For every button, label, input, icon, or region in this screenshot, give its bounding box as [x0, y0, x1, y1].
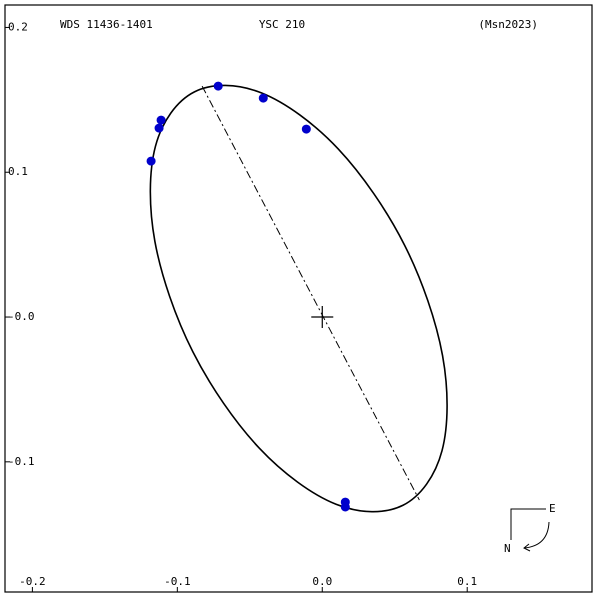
- compass-north: N: [504, 542, 511, 555]
- compass-axes: [510, 508, 546, 540]
- observation: [258, 93, 268, 103]
- line-of-nodes: [201, 85, 420, 501]
- y-tick-label: 0.2: [8, 20, 28, 33]
- reference: (Msn2023): [478, 18, 538, 31]
- chart-title: WDS 11436-1401: [60, 18, 153, 31]
- primary-star: [311, 306, 334, 329]
- observation: [213, 81, 223, 91]
- y-tick-label: -0.0: [8, 310, 35, 323]
- orbit-ellipse: [149, 84, 448, 513]
- y-tick-label: 0.1: [8, 165, 28, 178]
- observation: [146, 156, 156, 166]
- x-tick-label: -0.1: [164, 575, 191, 588]
- x-tick-label: 0.1: [457, 575, 477, 588]
- observation: [301, 124, 311, 134]
- plot-frame: [4, 4, 593, 593]
- x-tick-label: -0.2: [19, 575, 46, 588]
- compass: E N: [504, 502, 556, 555]
- observation: [154, 123, 164, 133]
- observation: [340, 502, 350, 512]
- compass-east: E: [549, 502, 556, 515]
- chart-subtitle: YSC 210: [259, 18, 305, 31]
- compass-arrow: [523, 521, 550, 552]
- observation: [156, 115, 166, 125]
- x-tick-label: 0.0: [312, 575, 332, 588]
- y-tick-label: -0.1: [8, 455, 35, 468]
